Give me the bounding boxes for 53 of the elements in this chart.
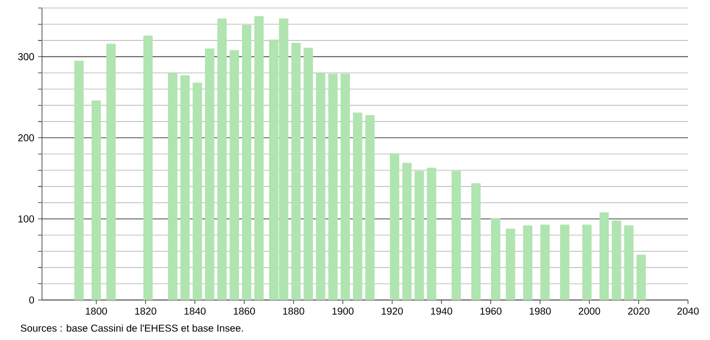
- bar: [92, 100, 101, 300]
- y-tick-label: 0: [29, 296, 34, 304]
- x-tick-label: 1920: [382, 308, 403, 315]
- bar: [316, 72, 326, 300]
- bar: [624, 225, 634, 300]
- bar: [612, 220, 622, 300]
- bar: [242, 25, 252, 300]
- x-tick-label: 1840: [184, 308, 206, 315]
- x-tick-label: 1860: [234, 308, 255, 315]
- bar: [402, 162, 412, 300]
- bar: [506, 228, 516, 300]
- x-tick-label: 1900: [332, 308, 354, 315]
- bar: [560, 224, 570, 300]
- bar: [74, 60, 84, 300]
- bar: [106, 44, 116, 300]
- bar: [471, 183, 481, 300]
- bar: [254, 16, 264, 300]
- x-tick-label: 1940: [431, 308, 452, 315]
- bar: [180, 75, 190, 300]
- bar: [291, 42, 301, 300]
- x-tick-label: 2020: [628, 308, 650, 315]
- source-note: Sources : base Cassini de l'EHESS et base Insee.: [20, 324, 243, 332]
- bar: [143, 36, 153, 300]
- x-tick-label: 1880: [283, 308, 304, 315]
- bar: [230, 50, 239, 300]
- bar: [414, 171, 424, 300]
- x-tick-label: 1960: [480, 308, 502, 315]
- x-tick-label: 2000: [578, 308, 600, 315]
- x-tick-label: 2040: [677, 308, 699, 315]
- bar: [205, 48, 214, 300]
- y-tick-label: 200: [18, 134, 34, 142]
- bar: [540, 224, 550, 300]
- bar: [582, 224, 592, 300]
- x-tick-label: 1800: [86, 308, 107, 315]
- y-tick-label: 100: [18, 215, 34, 222]
- bar: [217, 18, 227, 300]
- bar: [328, 74, 338, 300]
- bar: [491, 218, 500, 300]
- bar: [365, 115, 375, 300]
- bar: [304, 48, 313, 300]
- bar: [600, 212, 609, 300]
- bar: [636, 254, 646, 300]
- bar: [390, 153, 400, 300]
- bar: [426, 168, 436, 300]
- bar: [523, 225, 532, 300]
- bar: [352, 112, 362, 300]
- y-tick-label: 300: [18, 53, 34, 60]
- x-tick-label: 1980: [530, 308, 551, 315]
- bar: [168, 72, 178, 300]
- x-tick-label: 1820: [135, 308, 156, 315]
- bar: [340, 74, 350, 300]
- bar: [452, 171, 461, 300]
- bar: [192, 82, 202, 300]
